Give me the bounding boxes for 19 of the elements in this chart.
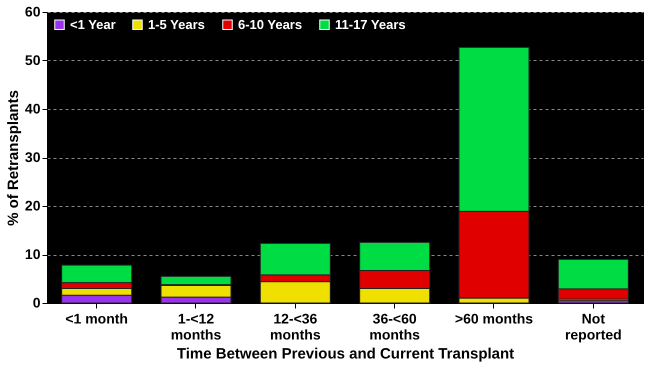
legend-label: 6-10 Years [238, 16, 302, 32]
y-tick-label: 40 [24, 100, 41, 116]
x-tick-label: 12-<36 months [270, 310, 321, 342]
x-tick-label: Not reported [564, 310, 622, 342]
y-tick-label: 20 [24, 198, 41, 214]
x-tick-label: <1 month [65, 310, 128, 326]
y-tick-label: 50 [24, 52, 41, 68]
x-tick-label: 36-<60 months [369, 310, 420, 342]
legend-label: <1 Year [70, 16, 116, 32]
y-tick-label: 0 [32, 294, 41, 310]
x-tick-label: >60 months [454, 310, 534, 326]
y-tick-label: 10 [24, 246, 41, 262]
x-axis-title: Time Between Previous and Current Transplant [176, 346, 514, 362]
y-axis-title: % of Retransplants [4, 90, 22, 226]
legend-label: 1-5 Years [148, 16, 205, 32]
x-tick-label: 1-<12 months [170, 310, 222, 342]
y-tick-label: 60 [24, 4, 41, 20]
legend-label: 11-17 Years [335, 16, 406, 32]
y-tick-label: 30 [24, 149, 41, 165]
